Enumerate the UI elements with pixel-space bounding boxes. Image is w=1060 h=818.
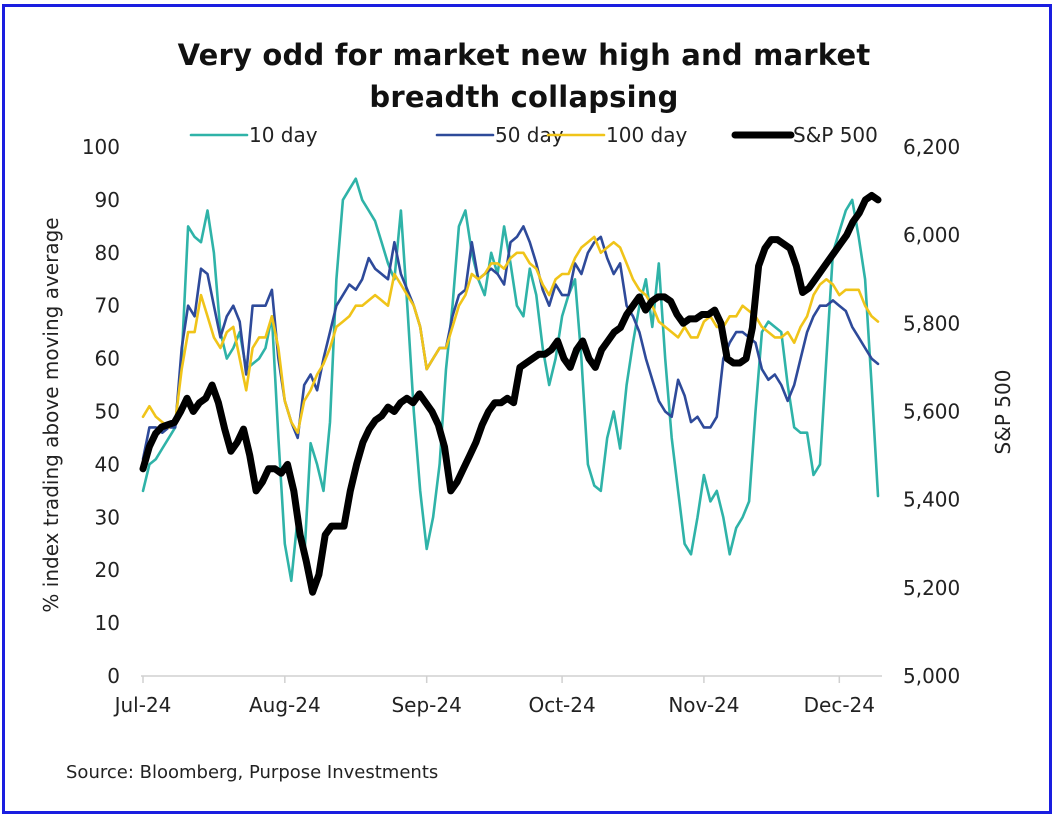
legend-label: 100 day [606,123,687,147]
series-line-10-day [141,177,880,583]
x-tick-label: Dec-24 [804,693,875,717]
y-right-tick-label: 5,800 [903,311,960,335]
y-axis-left-ticks: 0 10 20 30 40 50 60 70 80 90 100 [82,135,120,688]
y-right-tick-label: 6,000 [903,223,960,247]
y-right-tick-label: 5,200 [903,576,960,600]
y-axis-right-ticks: 5,000 5,200 5,400 5,600 5,800 6,000 6,200 [903,135,960,688]
series-line-s-p-500 [139,192,882,596]
y-left-tick-label: 40 [95,452,120,476]
y-left-tick-label: 60 [95,347,120,371]
y-left-tick-label: 50 [95,400,120,424]
chart-title-line-2: breadth collapsing [369,80,679,114]
legend-item: S&P 500 [731,123,878,147]
y-right-tick-label: 5,600 [903,400,960,424]
x-tick-label: Oct-24 [528,693,595,717]
y-left-tick-label: 70 [95,294,120,318]
y-left-tick-label: 90 [95,188,120,212]
legend-item: 50 day [435,123,564,147]
chart-title-line-1: Very odd for market new high and market [177,38,871,72]
x-tick-label: Sep-24 [391,693,461,717]
legend-item: 10 day [189,123,318,147]
source-note: Source: Bloomberg, Purpose Investments [66,762,439,783]
chart-title: Very odd for market new high and market … [0,34,1048,118]
x-tick-label: Jul-24 [113,693,172,717]
x-tick-label: Aug-24 [249,693,321,717]
series-line-50-day [141,225,880,461]
y-left-tick-label: 100 [82,135,120,159]
y-right-tick-label: 5,000 [903,664,960,688]
series-group [139,177,882,596]
y-right-tick-label: 5,400 [903,488,960,512]
legend-label: S&P 500 [793,123,878,147]
y-left-tick-label: 30 [95,505,120,529]
x-tick-label: Nov-24 [668,693,739,717]
legend-label: 10 day [249,123,318,147]
y-axis-right-label: S&P 500 [991,370,1015,455]
y-left-tick-label: 0 [107,664,120,688]
y-left-tick-label: 80 [95,241,120,265]
legend-item: 100 day [546,123,687,147]
y-left-tick-label: 10 [95,611,120,635]
y-left-tick-label: 20 [95,558,120,582]
x-axis: Jul-24 Aug-24 Sep-24 Oct-24 Nov-24 Dec-24 [113,675,882,717]
legend: 10 day 50 day 100 day S&P 500 [189,123,878,147]
y-right-tick-label: 6,200 [903,135,960,159]
y-axis-left-label: % index trading above moving average [39,217,63,612]
